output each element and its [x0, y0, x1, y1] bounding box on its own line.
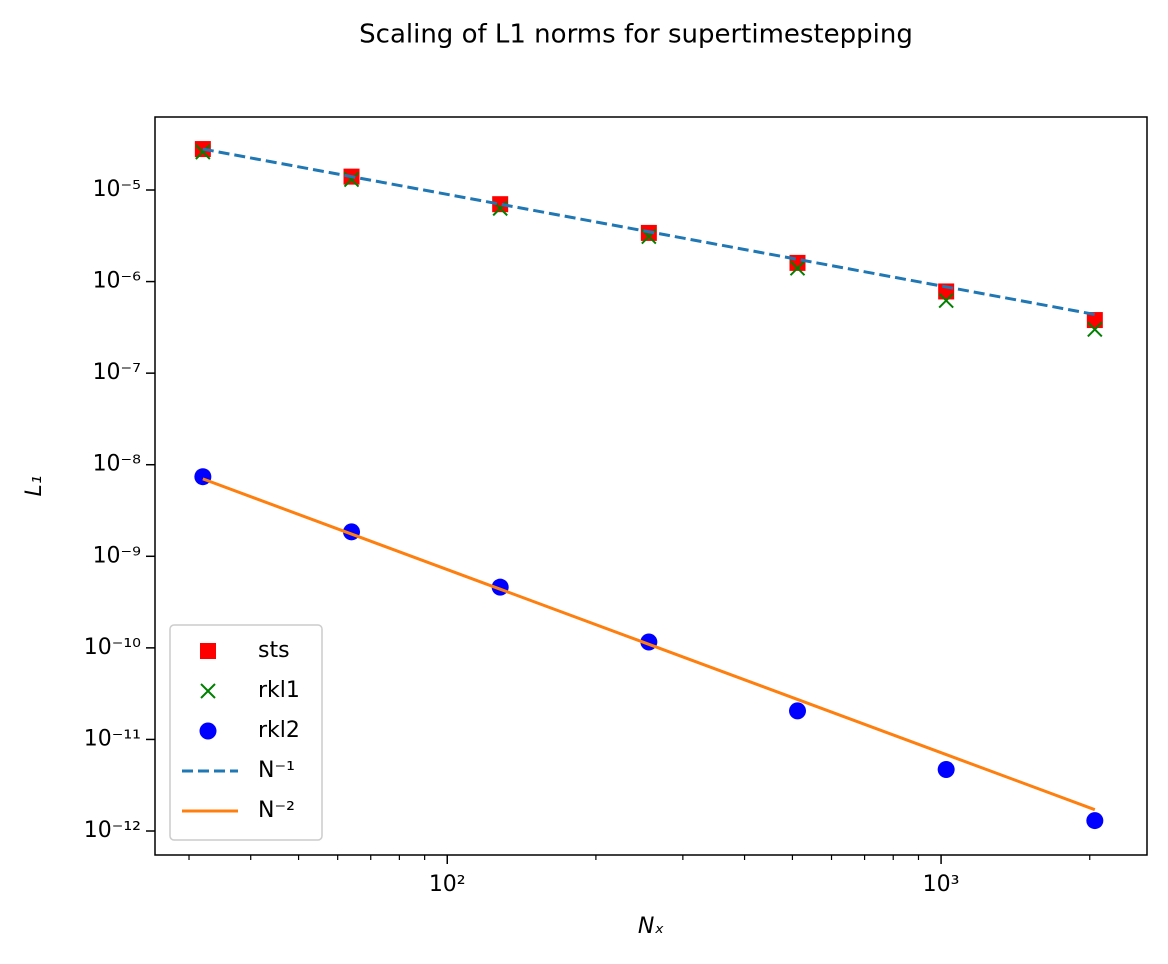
- legend-label: rkl2: [258, 718, 300, 743]
- legend-label: N⁻¹: [258, 758, 295, 783]
- legend-marker: [200, 643, 216, 659]
- series-line: [202, 477, 1096, 812]
- y-tick-label: 10⁻¹²: [84, 818, 141, 843]
- x-tick-label: 10³: [923, 872, 960, 897]
- legend-marker: [200, 683, 216, 699]
- data-point: [937, 760, 955, 778]
- y-tick-label: 10⁻⁸: [93, 452, 142, 477]
- data-point: [938, 292, 954, 309]
- y-tick-label: 10⁻¹¹: [84, 726, 141, 751]
- legend-label: rkl1: [258, 678, 300, 703]
- data-point: [789, 702, 807, 720]
- plot-frame: [154, 116, 1148, 856]
- x-axis-label: Nₓ: [638, 914, 664, 939]
- data-point: [195, 144, 211, 160]
- data-point: [1086, 812, 1104, 830]
- legend: sts rkl1 rkl2 N⁻¹ N⁻²: [169, 624, 323, 841]
- legend-label: N⁻²: [258, 798, 295, 823]
- data-point: [789, 260, 806, 276]
- x-tick-label: 10²: [429, 872, 466, 897]
- y-tick-label: 10⁻⁵: [93, 177, 141, 202]
- y-tick-label: 10⁻⁶: [93, 269, 142, 294]
- legend-label: sts: [258, 638, 290, 663]
- legend-box: [169, 624, 323, 841]
- series-line: [202, 147, 1096, 316]
- data-point: [492, 196, 509, 213]
- data-point: [1087, 321, 1103, 338]
- legend-marker: [199, 722, 217, 740]
- y-tick-label: 10⁻¹⁰: [84, 635, 141, 660]
- y-tick-label: 10⁻⁹: [93, 543, 141, 568]
- chart-title: Scaling of L1 norms for supertimesteppin…: [359, 20, 913, 50]
- y-axis-label: L₁: [22, 475, 47, 496]
- y-tick-label: 10⁻⁷: [93, 360, 141, 385]
